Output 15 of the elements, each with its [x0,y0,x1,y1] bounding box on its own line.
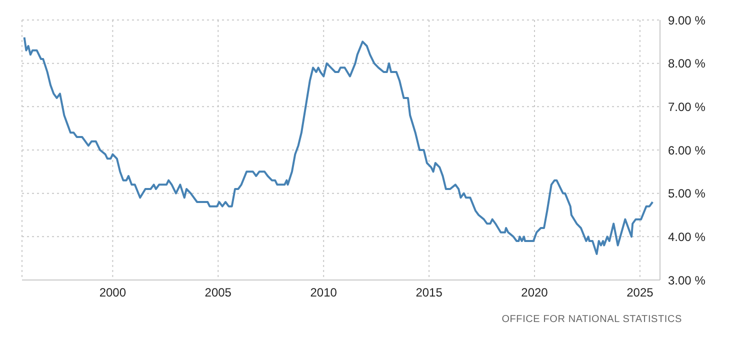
text: OFFICE FOR NATIONAL STATISTICS [502,314,682,325]
y-tick-label: 3.00 % [668,273,706,288]
y-tick-label: 8.00 % [668,56,706,71]
x-tick-label: 2025 [626,286,654,300]
x-tick-label: 2000 [99,286,126,300]
x-tick-label: 2015 [416,286,443,300]
y-tick-label: 7.00 % [668,100,706,114]
y-tick-label: 5.00 % [668,186,706,201]
line-series [23,36,654,255]
x-tick-label: 2010 [310,286,338,300]
y-tick-label: 4.00 % [668,230,706,244]
x-tick-label: 2005 [204,286,232,300]
y-tick-label: 6.00 % [668,143,706,158]
y-tick-label: 9.00 % [668,13,706,28]
x-tick-label: 2020 [521,286,548,300]
